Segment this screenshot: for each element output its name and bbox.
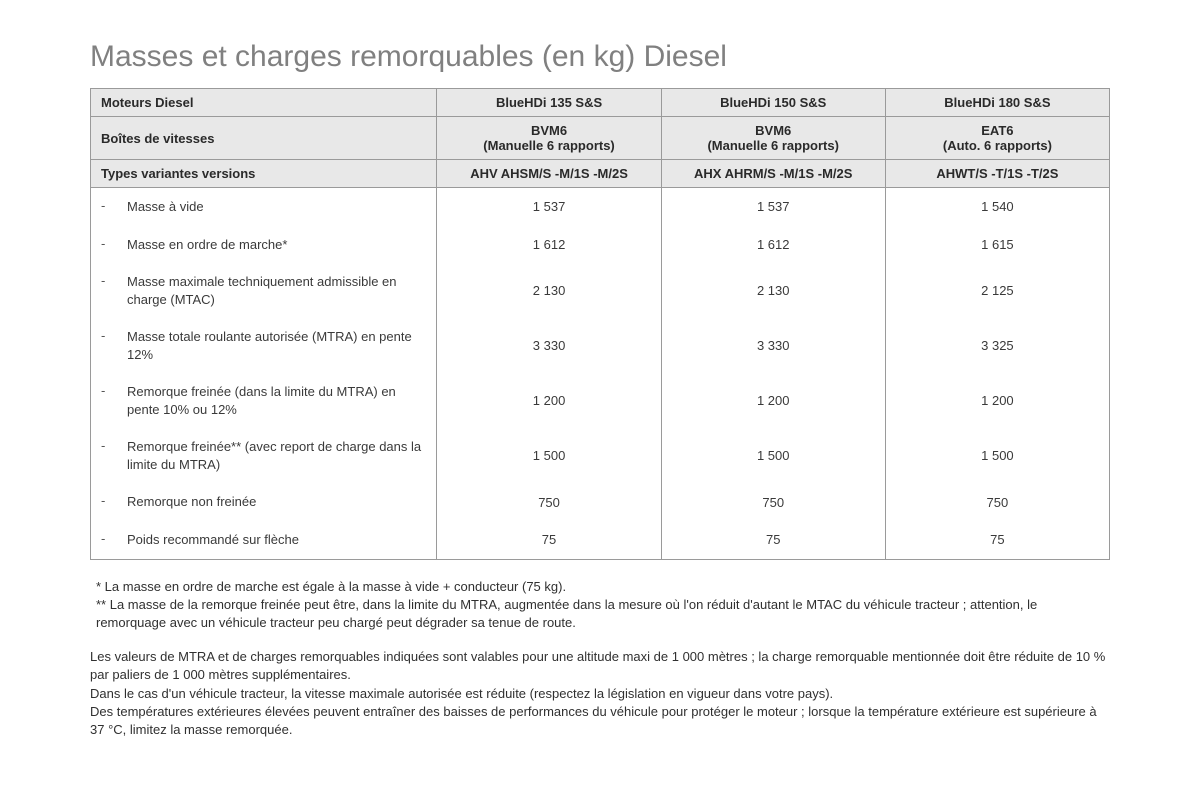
para-2: Dans le cas d'un véhicule tracteur, la v… bbox=[90, 685, 1110, 703]
value-cell: 75 bbox=[885, 521, 1109, 559]
page-title: Masses et charges remorquables (en kg) D… bbox=[90, 40, 1110, 74]
row-label-text: Masse en ordre de marche* bbox=[127, 236, 426, 254]
row-label-text: Remorque freinée (dans la limite du MTRA… bbox=[127, 383, 426, 418]
row-label-cell: - Remorque non freinée bbox=[91, 483, 437, 521]
table-body: -Masse à vide1 5371 5371 540-Masse en or… bbox=[91, 188, 1110, 560]
engines-label: Moteurs Diesel bbox=[91, 89, 437, 117]
value-cell: 75 bbox=[661, 521, 885, 559]
variants-label: Types variantes versions bbox=[91, 160, 437, 188]
value-cell: 3 330 bbox=[437, 318, 661, 373]
row-label-text: Masse à vide bbox=[127, 198, 426, 216]
gearbox-col-0: BVM6 (Manuelle 6 rapports) bbox=[437, 117, 661, 160]
row-label-text: Masse totale roulante autorisée (MTRA) e… bbox=[127, 328, 426, 363]
dash-icon: - bbox=[101, 236, 109, 251]
footnote-1: * La masse en ordre de marche est égale … bbox=[96, 578, 1110, 596]
specs-table: Moteurs Diesel BlueHDi 135 S&S BlueHDi 1… bbox=[90, 88, 1110, 560]
row-label-cell: - Remorque freinée (dans la limite du MTR… bbox=[91, 373, 437, 428]
value-cell: 1 200 bbox=[885, 373, 1109, 428]
engine-col-1: BlueHDi 150 S&S bbox=[661, 89, 885, 117]
value-cell: 2 125 bbox=[885, 263, 1109, 318]
value-cell: 750 bbox=[885, 483, 1109, 521]
table-row: -Remorque non freinée750750750 bbox=[91, 483, 1110, 521]
info-paragraph: Les valeurs de MTRA et de charges remorq… bbox=[90, 648, 1110, 739]
gearbox-col-1: BVM6 (Manuelle 6 rapports) bbox=[661, 117, 885, 160]
footnotes: * La masse en ordre de marche est égale … bbox=[90, 578, 1110, 633]
dash-icon: - bbox=[101, 438, 109, 453]
table-row: -Masse en ordre de marche*1 6121 6121 61… bbox=[91, 226, 1110, 264]
value-cell: 1 200 bbox=[437, 373, 661, 428]
gearbox-name-2: EAT6 bbox=[896, 123, 1099, 138]
variant-col-1: AHX AHRM/S -M/1S -M/2S bbox=[661, 160, 885, 188]
value-cell: 75 bbox=[437, 521, 661, 559]
header-row-gearbox: Boîtes de vitesses BVM6 (Manuelle 6 rapp… bbox=[91, 117, 1110, 160]
row-label-cell: - Poids recommandé sur flèche bbox=[91, 521, 437, 559]
value-cell: 1 612 bbox=[437, 226, 661, 264]
dash-icon: - bbox=[101, 531, 109, 546]
variant-col-2: AHWT/S -T/1S -T/2S bbox=[885, 160, 1109, 188]
row-label-cell: - Masse en ordre de marche* bbox=[91, 226, 437, 264]
gearbox-label: Boîtes de vitesses bbox=[91, 117, 437, 160]
value-cell: 2 130 bbox=[661, 263, 885, 318]
dash-icon: - bbox=[101, 198, 109, 213]
header-row-variants: Types variantes versions AHV AHSM/S -M/1… bbox=[91, 160, 1110, 188]
gearbox-name-1: BVM6 bbox=[672, 123, 875, 138]
gearbox-name-0: BVM6 bbox=[447, 123, 650, 138]
value-cell: 750 bbox=[437, 483, 661, 521]
row-label-text: Masse maximale techniquement admissible … bbox=[127, 273, 426, 308]
document-page: Masses et charges remorquables (en kg) D… bbox=[0, 0, 1200, 769]
table-row: - Masse maximale techniquement admissible… bbox=[91, 263, 1110, 318]
row-label-cell: - Masse maximale techniquement admissible… bbox=[91, 263, 437, 318]
table-row: - Masse totale roulante autorisée (MTRA) … bbox=[91, 318, 1110, 373]
para-3: Des températures extérieures élevées peu… bbox=[90, 703, 1110, 739]
header-row-engines: Moteurs Diesel BlueHDi 135 S&S BlueHDi 1… bbox=[91, 89, 1110, 117]
gearbox-sub-1: (Manuelle 6 rapports) bbox=[672, 138, 875, 153]
table-row: - Remorque freinée (dans la limite du MTR… bbox=[91, 373, 1110, 428]
value-cell: 1 500 bbox=[885, 428, 1109, 483]
value-cell: 3 325 bbox=[885, 318, 1109, 373]
value-cell: 3 330 bbox=[661, 318, 885, 373]
gearbox-sub-2: (Auto. 6 rapports) bbox=[896, 138, 1099, 153]
value-cell: 1 615 bbox=[885, 226, 1109, 264]
dash-icon: - bbox=[101, 328, 109, 343]
engine-col-0: BlueHDi 135 S&S bbox=[437, 89, 661, 117]
row-label-cell: - Remorque freinée** (avec report de char… bbox=[91, 428, 437, 483]
para-1: Les valeurs de MTRA et de charges remorq… bbox=[90, 648, 1110, 684]
gearbox-col-2: EAT6 (Auto. 6 rapports) bbox=[885, 117, 1109, 160]
row-label-cell: - Masse totale roulante autorisée (MTRA) … bbox=[91, 318, 437, 373]
dash-icon: - bbox=[101, 383, 109, 398]
value-cell: 2 130 bbox=[437, 263, 661, 318]
value-cell: 750 bbox=[661, 483, 885, 521]
value-cell: 1 537 bbox=[661, 188, 885, 226]
value-cell: 1 500 bbox=[437, 428, 661, 483]
value-cell: 1 200 bbox=[661, 373, 885, 428]
table-row: - Remorque freinée** (avec report de char… bbox=[91, 428, 1110, 483]
value-cell: 1 540 bbox=[885, 188, 1109, 226]
row-label-cell: - Masse à vide bbox=[91, 188, 437, 226]
variant-col-0: AHV AHSM/S -M/1S -M/2S bbox=[437, 160, 661, 188]
row-label-text: Poids recommandé sur flèche bbox=[127, 531, 426, 549]
table-row: -Masse à vide1 5371 5371 540 bbox=[91, 188, 1110, 226]
footnote-2: ** La masse de la remorque freinée peut … bbox=[96, 596, 1110, 632]
row-label-text: Remorque freinée** (avec report de charg… bbox=[127, 438, 426, 473]
dash-icon: - bbox=[101, 273, 109, 288]
gearbox-sub-0: (Manuelle 6 rapports) bbox=[447, 138, 650, 153]
row-label-text: Remorque non freinée bbox=[127, 493, 426, 511]
dash-icon: - bbox=[101, 493, 109, 508]
value-cell: 1 537 bbox=[437, 188, 661, 226]
table-row: -Poids recommandé sur flèche757575 bbox=[91, 521, 1110, 559]
engine-col-2: BlueHDi 180 S&S bbox=[885, 89, 1109, 117]
value-cell: 1 500 bbox=[661, 428, 885, 483]
value-cell: 1 612 bbox=[661, 226, 885, 264]
